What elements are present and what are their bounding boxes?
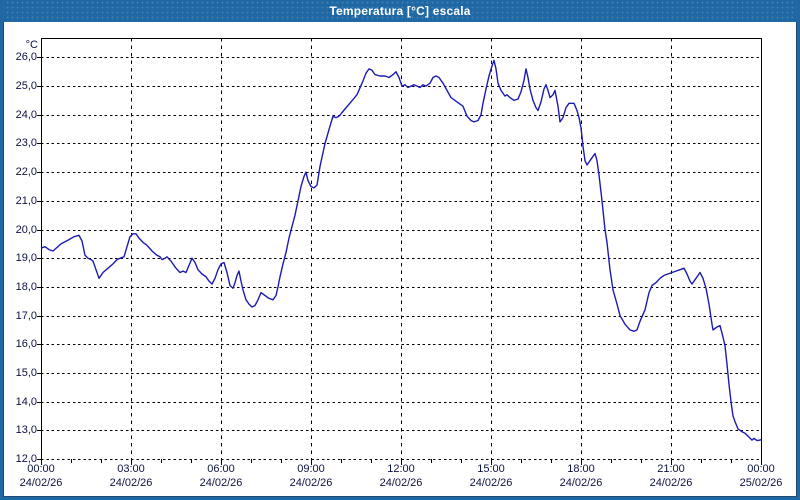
y-tick-label: 17,0 (15, 310, 37, 322)
y-tick-label: 15,0 (15, 367, 37, 379)
x-tick-time-label: 21:00 (657, 463, 685, 475)
x-tick-date-label: 24/02/26 (469, 477, 513, 489)
x-tick-date-label: 24/02/26 (559, 477, 603, 489)
y-tick-label: 21,0 (15, 195, 37, 207)
y-tick-label: 25,0 (15, 80, 37, 92)
y-axis-unit-label: °C (25, 39, 38, 51)
page-title: Temperatura [°C] escala (329, 4, 471, 18)
y-tick-label: 22,0 (15, 166, 37, 178)
y-tick-label: 12,0 (15, 453, 37, 465)
x-tick-date-label: 24/02/26 (19, 477, 63, 489)
y-tick-label: 20,0 (15, 224, 37, 236)
x-tick-date-label: 25/02/26 (739, 477, 783, 489)
x-tick-time-label: 00:00 (27, 463, 55, 475)
y-tick-label: 16,0 (15, 338, 37, 350)
x-tick-date-label: 24/02/26 (199, 477, 243, 489)
y-tick-label: 23,0 (15, 137, 37, 149)
titlebar[interactable]: Temperatura [°C] escala (0, 0, 800, 22)
x-tick-time-label: 15:00 (477, 463, 505, 475)
x-tick-date-label: 24/02/26 (289, 477, 333, 489)
x-tick-date-label: 24/02/26 (109, 477, 153, 489)
x-tick-time-label: 18:00 (567, 463, 595, 475)
y-tick-label: 14,0 (15, 396, 37, 408)
x-tick-time-label: 12:00 (387, 463, 415, 475)
y-tick-label: 26,0 (15, 51, 37, 63)
x-tick-date-label: 24/02/26 (649, 477, 693, 489)
x-tick-time-label: 00:00 (747, 463, 775, 475)
y-tick-label: 13,0 (15, 424, 37, 436)
y-tick-label: 18,0 (15, 281, 37, 293)
y-tick-label: 24,0 (15, 109, 37, 121)
temperature-line (40, 59, 762, 442)
x-tick-time-label: 06:00 (207, 463, 235, 475)
x-tick-time-label: 03:00 (117, 463, 145, 475)
x-tick-date-label: 24/02/26 (379, 477, 423, 489)
x-tick-time-label: 09:00 (297, 463, 325, 475)
y-tick-label: 19,0 (15, 252, 37, 264)
